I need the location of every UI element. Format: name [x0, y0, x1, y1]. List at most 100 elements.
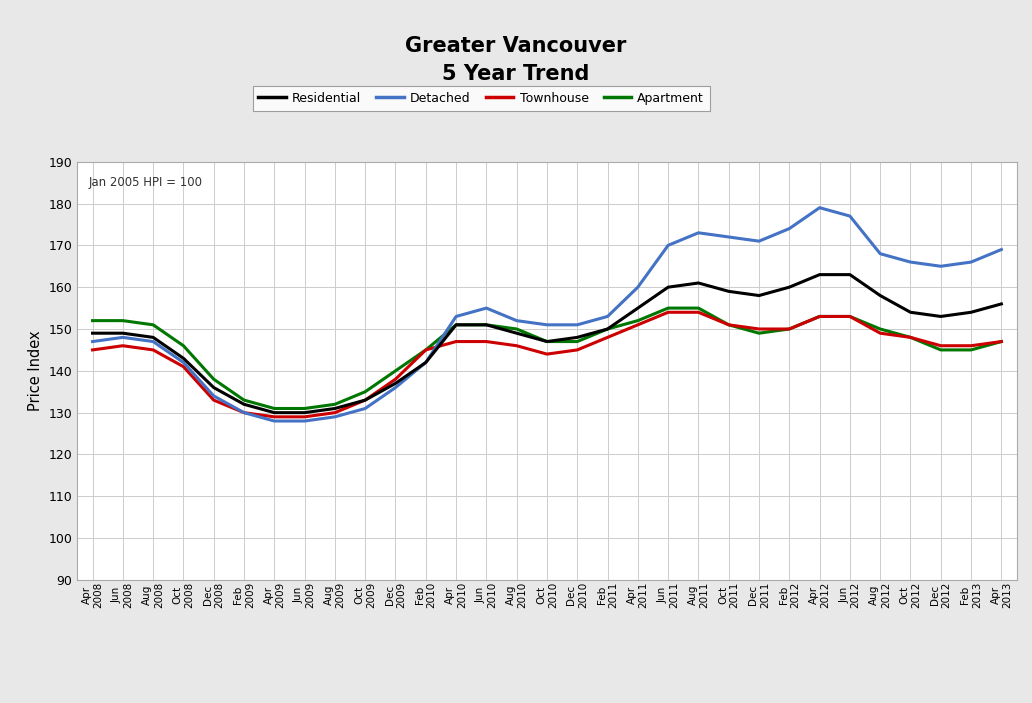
Townhouse	[329, 408, 342, 417]
Apartment	[935, 346, 947, 354]
Detached	[207, 392, 220, 400]
Detached	[571, 321, 583, 329]
Detached	[237, 408, 250, 417]
Y-axis label: Price Index: Price Index	[28, 330, 43, 411]
Apartment	[389, 366, 401, 375]
Line: Apartment: Apartment	[93, 308, 1001, 408]
Townhouse	[268, 413, 281, 421]
Detached	[147, 337, 159, 346]
Detached	[178, 359, 190, 367]
Residential	[571, 333, 583, 342]
Detached	[662, 241, 674, 250]
Townhouse	[874, 329, 886, 337]
Residential	[995, 299, 1007, 308]
Apartment	[783, 325, 796, 333]
Apartment	[632, 316, 644, 325]
Residential	[511, 329, 523, 337]
Detached	[904, 258, 916, 266]
Townhouse	[237, 408, 250, 417]
Detached	[602, 312, 614, 321]
Residential	[632, 304, 644, 312]
Residential	[904, 308, 916, 316]
Residential	[420, 359, 432, 367]
Townhouse	[117, 342, 129, 350]
Townhouse	[602, 333, 614, 342]
Apartment	[874, 325, 886, 333]
Detached	[692, 228, 705, 237]
Text: 5 Year Trend: 5 Year Trend	[443, 64, 589, 84]
Apartment	[87, 316, 99, 325]
Apartment	[904, 333, 916, 342]
Apartment	[147, 321, 159, 329]
Residential	[207, 383, 220, 392]
Detached	[844, 212, 857, 220]
Residential	[965, 308, 977, 316]
Residential	[813, 271, 826, 279]
Residential	[662, 283, 674, 291]
Townhouse	[632, 321, 644, 329]
Detached	[511, 316, 523, 325]
Apartment	[237, 396, 250, 404]
Townhouse	[844, 312, 857, 321]
Detached	[298, 417, 311, 425]
Residential	[329, 404, 342, 413]
Residential	[178, 354, 190, 363]
Residential	[752, 291, 765, 299]
Apartment	[117, 316, 129, 325]
Text: Greater Vancouver: Greater Vancouver	[406, 36, 626, 56]
Townhouse	[420, 346, 432, 354]
Residential	[268, 408, 281, 417]
Apartment	[813, 312, 826, 321]
Detached	[450, 312, 462, 321]
Detached	[359, 404, 372, 413]
Residential	[602, 325, 614, 333]
Detached	[783, 224, 796, 233]
Residential	[237, 400, 250, 408]
Townhouse	[178, 363, 190, 371]
Apartment	[965, 346, 977, 354]
Apartment	[207, 375, 220, 383]
Apartment	[752, 329, 765, 337]
Detached	[722, 233, 735, 241]
Apartment	[602, 325, 614, 333]
Text: Jan 2005 HPI = 100: Jan 2005 HPI = 100	[89, 176, 202, 189]
Detached	[752, 237, 765, 245]
Apartment	[329, 400, 342, 408]
Townhouse	[783, 325, 796, 333]
Residential	[117, 329, 129, 337]
Legend: Residential, Detached, Townhouse, Apartment: Residential, Detached, Townhouse, Apartm…	[253, 86, 710, 110]
Line: Townhouse: Townhouse	[93, 312, 1001, 417]
Detached	[117, 333, 129, 342]
Apartment	[571, 337, 583, 346]
Detached	[935, 262, 947, 271]
Apartment	[178, 342, 190, 350]
Detached	[87, 337, 99, 346]
Detached	[420, 359, 432, 367]
Townhouse	[995, 337, 1007, 346]
Townhouse	[480, 337, 492, 346]
Line: Residential: Residential	[93, 275, 1001, 413]
Townhouse	[511, 342, 523, 350]
Residential	[389, 379, 401, 387]
Detached	[480, 304, 492, 312]
Residential	[450, 321, 462, 329]
Apartment	[692, 304, 705, 312]
Townhouse	[87, 346, 99, 354]
Residential	[692, 279, 705, 288]
Apartment	[844, 312, 857, 321]
Townhouse	[662, 308, 674, 316]
Detached	[389, 383, 401, 392]
Detached	[632, 283, 644, 291]
Townhouse	[359, 396, 372, 404]
Detached	[541, 321, 553, 329]
Residential	[147, 333, 159, 342]
Apartment	[995, 337, 1007, 346]
Detached	[995, 245, 1007, 254]
Townhouse	[965, 342, 977, 350]
Residential	[874, 291, 886, 299]
Apartment	[359, 387, 372, 396]
Apartment	[541, 337, 553, 346]
Detached	[965, 258, 977, 266]
Townhouse	[813, 312, 826, 321]
Townhouse	[571, 346, 583, 354]
